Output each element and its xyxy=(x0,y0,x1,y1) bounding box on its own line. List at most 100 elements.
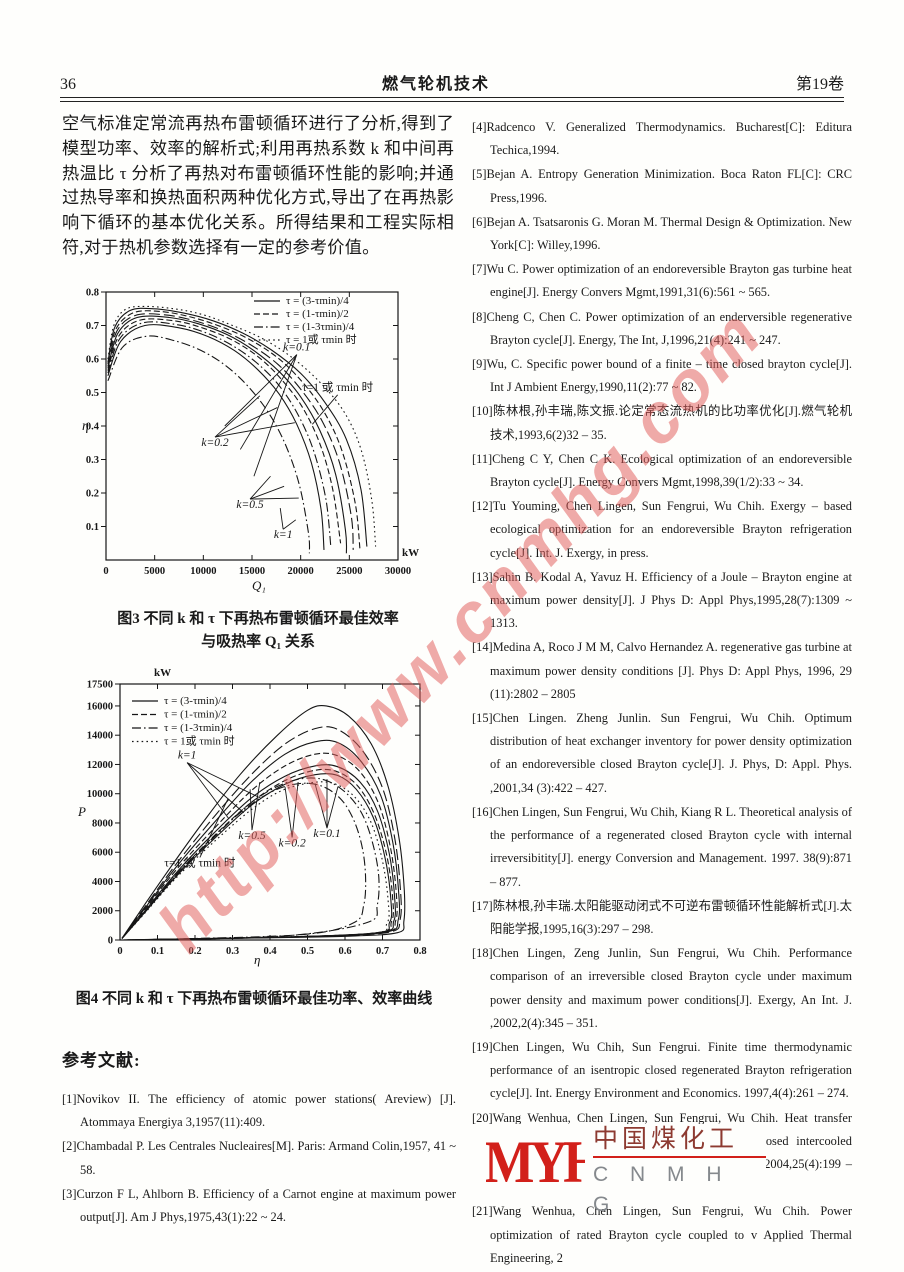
references-heading: 参考文献: xyxy=(62,1051,141,1070)
reference-item: [12]Tu Youming, Chen Lingen, Sun Fengrui… xyxy=(472,499,852,560)
reference-item: [9]Wu, C. Specific power bound of a fini… xyxy=(472,357,852,395)
y-tick-label: 10000 xyxy=(87,789,113,800)
reference-item: [3]Curzon F L, Ahlborn B. Efficiency of … xyxy=(62,1186,456,1225)
x-tick-label: 0.8 xyxy=(413,946,426,957)
annotation-leader-line xyxy=(214,422,295,438)
journal-title: 燃气轮机技术 xyxy=(381,76,490,93)
figure4-caption: 图4 不同 k 和 τ 下再热布雷顿循环最佳功率、效率曲线 xyxy=(75,991,433,1007)
x-tick-label: 0.5 xyxy=(301,946,314,957)
y-tick-label: 16000 xyxy=(87,701,113,712)
reference-item: [10]陈林根,孙丰瑞,陈文振.论定常态流热机的比功率优化[J].燃气轮机技术,… xyxy=(472,404,852,442)
x-tick-label: 0 xyxy=(117,946,122,957)
reference-item: [7]Wu C. Power optimization of an endore… xyxy=(472,262,852,300)
legend-label: τ = (1-3τmin)/4 xyxy=(164,722,233,734)
reference-item: [21]Wang Wenhua, Chen Lingen, Sun Fengru… xyxy=(472,1204,852,1265)
annotation-leader-line xyxy=(251,781,261,831)
reference-item: [13]Sahin B. Kodal A, Yavuz H. Efficienc… xyxy=(472,569,852,631)
annotation-leader-line xyxy=(186,762,245,814)
annotation-leader-line xyxy=(250,497,299,500)
legend-label: τ = 1或 τmin 时 xyxy=(164,735,235,748)
reference-item: [18]Chen Lingen, Zeng Junlin, Sun Fengru… xyxy=(472,946,852,1030)
annotation-leader-line xyxy=(186,762,230,819)
annotation-label: τ=1 或 τmin 时 xyxy=(302,381,373,394)
y-tick-label: 17500 xyxy=(87,680,113,691)
series-curve xyxy=(121,704,406,941)
annotation-label: k=0.1 xyxy=(313,828,340,840)
y-tick-label: 14000 xyxy=(87,731,113,742)
series-curve xyxy=(121,777,380,940)
series-curve xyxy=(107,335,311,554)
y-tick-label: 0.3 xyxy=(86,455,99,466)
cnmhg-logo: MYH 中国煤化工 C N M H G xyxy=(486,1124,766,1216)
reference-item: [1]Novikov II. The efficiency of atomic … xyxy=(62,1092,456,1130)
axis-label: Q₁ xyxy=(252,578,266,593)
annotation-label: k=0.2 xyxy=(201,437,228,449)
figure3-caption-line2: 与吸热率 Q₁ 关系 xyxy=(201,634,315,650)
reference-item: [4]Radcenco V. Generalized Thermodynamic… xyxy=(472,120,852,158)
annotation-leader-line xyxy=(249,485,285,500)
annotation-leader-line xyxy=(249,789,253,831)
volume-label: 第19卷 xyxy=(795,76,844,93)
series-curve xyxy=(107,310,361,550)
legend-label: τ = (3-τmin)/4 xyxy=(164,695,227,707)
series-curve xyxy=(121,726,402,941)
x-tick-label: 0.4 xyxy=(263,946,277,957)
series-curve xyxy=(107,318,342,544)
y-tick-label: 4000 xyxy=(92,877,113,888)
x-tick-label: 20000 xyxy=(288,566,314,577)
series-curve xyxy=(107,321,332,547)
reference-item: [8]Cheng C, Chen C. Power optimization o… xyxy=(472,309,852,347)
annotation-leader-line xyxy=(326,786,339,829)
axis-label: P xyxy=(77,804,86,819)
annotation-leader-line xyxy=(314,783,328,829)
series-curve xyxy=(121,781,390,941)
x-tick-label: 5000 xyxy=(144,566,165,577)
y-tick-label: 0 xyxy=(108,936,113,947)
cnmhg-logo-latin: C N M H G xyxy=(593,1163,730,1216)
legend-label: τ = (1-τmin)/2 xyxy=(164,709,227,721)
legend-label: τ = 1或 τmin 时 xyxy=(286,333,357,346)
axis-label: η xyxy=(254,952,260,967)
annotation-leader-line xyxy=(279,508,284,530)
y-tick-label: 6000 xyxy=(92,848,113,859)
x-tick-label: 10000 xyxy=(190,566,216,577)
series-curve xyxy=(121,773,393,941)
references-list-left: [1]Novikov II. The efficiency of atomic … xyxy=(62,1088,456,1230)
reference-item: [14]Medina A, Roco J M M, Calvo Hernande… xyxy=(472,640,852,701)
annotation-leader-line xyxy=(224,354,298,427)
figure3-chart: 0 5000 10000 15000 20000 25000 30000 0.1 0.2 0.3 0… xyxy=(82,288,419,594)
annotation-leader-line xyxy=(214,395,261,438)
reference-item: [15]Chen Lingen. Zheng Junlin. Sun Fengr… xyxy=(472,711,852,795)
annotation-label: k=0.1 xyxy=(283,342,310,354)
annotation-label: k=0.2 xyxy=(279,837,306,849)
legend-label: τ = (1-τmin)/2 xyxy=(286,308,349,320)
reference-item: [6]Bejan A. Tsatsaronis G. Moran M. Ther… xyxy=(472,214,852,253)
x-tick-label: 0.3 xyxy=(226,946,239,957)
axis-label: kW xyxy=(402,547,419,559)
abstract-paragraph: 空气标准定常流再热布雷顿循环进行了分析,得到了模型功率、效率的解析式;利用再热系… xyxy=(62,114,454,257)
annotation-leader-line xyxy=(249,475,271,500)
series-curve xyxy=(121,752,398,940)
y-tick-label: 12000 xyxy=(87,760,113,771)
x-tick-label: 0.7 xyxy=(376,946,389,957)
x-tick-label: 0.6 xyxy=(338,946,351,957)
y-tick-label: 0.5 xyxy=(86,388,99,399)
header-rule xyxy=(60,97,844,102)
annotation-leader-line xyxy=(214,407,278,438)
reference-item: [11]Cheng C Y, Chen C K. Ecological opti… xyxy=(472,451,852,490)
y-tick-label: 0.6 xyxy=(86,355,99,366)
annotation-label: k=0.5 xyxy=(238,830,265,842)
cnmhg-logo-chinese: 中国煤化工 xyxy=(593,1124,766,1158)
annotation-leader-line xyxy=(253,354,298,477)
x-tick-label: 0.1 xyxy=(151,946,164,957)
series-curve xyxy=(107,307,368,547)
legend-label: τ = (1-3τmin)/4 xyxy=(286,321,355,333)
annotation-label: τ=1 或 τmin 时 xyxy=(164,856,235,869)
y-tick-label: 0.1 xyxy=(86,522,99,533)
y-tick-label: 0.8 xyxy=(86,288,99,299)
references-list-right: [4]Radcenco V. Generalized Thermodynamic… xyxy=(472,116,852,1272)
reference-item: [5]Bejan A. Entropy Generation Minimizat… xyxy=(472,167,852,205)
annotation-leader-line xyxy=(199,798,229,858)
reference-item: [17]陈林根,孙丰瑞.太阳能驱动闭式不可逆布雷顿循环性能解析式[J].太阳能学… xyxy=(472,898,852,936)
figure3-caption: 图3 不同 k 和 τ 下再热布雷顿循环最佳效率 与吸热率 Q₁ 关系 xyxy=(62,608,454,654)
